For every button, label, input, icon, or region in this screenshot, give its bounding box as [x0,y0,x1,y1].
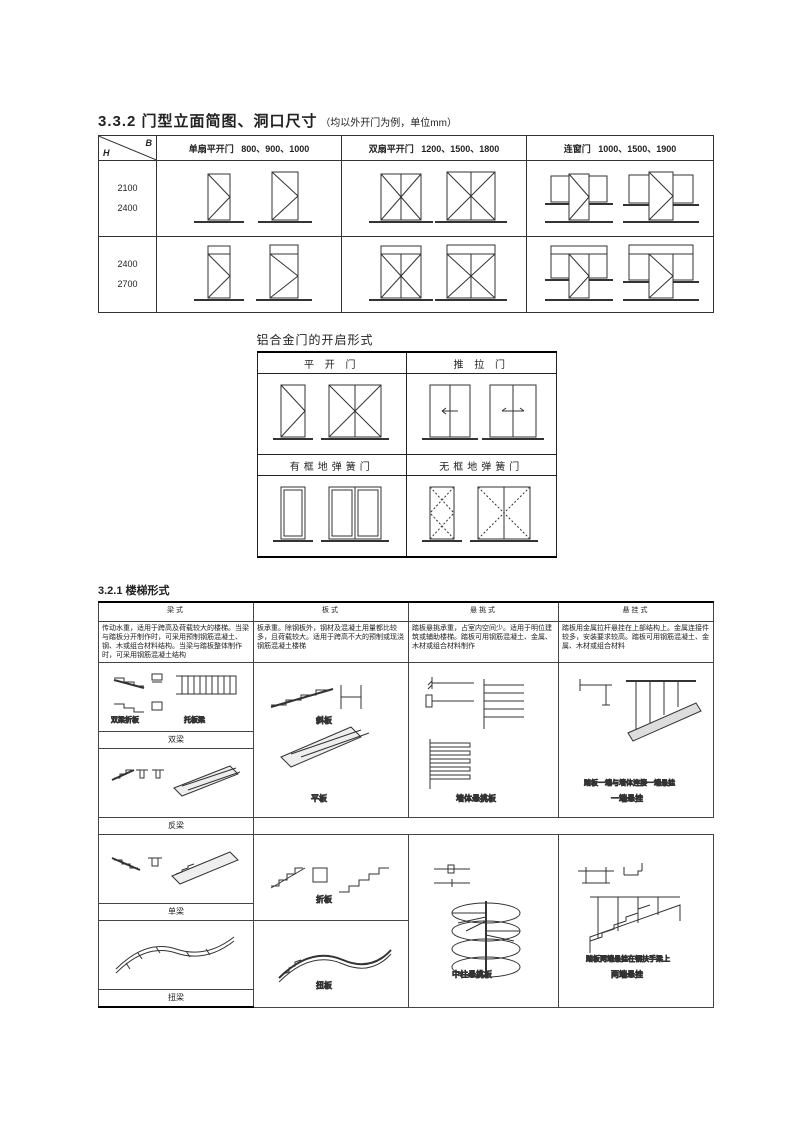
door-type-table: B H 单扇平开门 800、900、1000 双扇平开门 1200、1500、1… [98,135,714,313]
stair-img-hang-1: 踏板一端与墙体连接一端悬挂 一端悬挂 [559,663,714,818]
svg-text:托板梁: 托板梁 [184,715,205,724]
aluminium-table: 平 开 门 推 拉 门 [257,351,557,558]
stair-head-1: 梁式 [99,602,254,622]
alu-label-3: 有框地弹簧门 [257,455,407,476]
cell-r2-c3 [527,237,714,313]
page: 3.3.2 门型立面简图、洞口尺寸 （均以外开门为例，单位mm） B H 单扇平… [0,0,800,1132]
alu-title: 铝合金门的开启形式 [257,331,557,348]
top-note: （均以外开门为例，单位mm） [320,118,457,129]
alu-label-4: 无框地弹簧门 [407,455,557,476]
corner-b: B [146,138,153,148]
stair-head-2: 板式 [254,602,409,622]
stair-img-beam-3 [99,835,254,904]
stair-img-beam-2 [99,749,254,818]
corner-h: H [103,148,110,158]
row-heights-1: 2100 2400 [99,161,157,237]
svg-text:两端悬挂: 两端悬挂 [611,969,643,979]
col-head-3: 连窗门 1000、1500、1900 [527,136,714,161]
cell-r2-c2 [342,237,527,313]
svg-text:踏板一端与墙体连接一端悬挂: 踏板一端与墙体连接一端悬挂 [584,778,675,787]
stair-table: 梁式 板式 悬挑式 悬挂式 传动水重，适用于跨高及荷载较大的楼梯。当梁与踏板分开… [98,601,714,1008]
stair-img-slab-1: 斜板 平板 [254,663,409,818]
stair-lbl-3a: 单梁 [99,904,254,921]
stair-lbl-1a: 双梁 [99,732,254,749]
alu-door-frame-spring [257,476,407,558]
stair-desc-1: 传动水重，适用于跨高及荷载较大的楼梯。当梁与踏板分开制作时，可采用预制钢筋混凝土… [99,622,254,663]
svg-text:双梁折板: 双梁折板 [111,715,139,724]
stair-desc-3: 踏板悬挑承重，占室内空间少。适用于明位建筑或辅助楼梯。踏板可用钢筋混凝土、金属、… [409,622,559,663]
stair-img-slab-2: 折板 [254,835,409,921]
col-head-1: 单扇平开门 800、900、1000 [157,136,342,161]
aluminium-section: 铝合金门的开启形式 平 开 门 推 拉 门 [257,331,557,558]
svg-text:墙体悬挑板: 墙体悬挑板 [456,793,496,803]
svg-text:扭板: 扭板 [316,980,332,990]
alu-door-frameless-spring [407,476,557,558]
stair-img-cant-2: 中柱悬挑板 [409,835,559,1008]
cell-r1-c2 [342,161,527,237]
alu-label-2: 推 拉 门 [407,352,557,374]
stair-lbl-4a: 扭梁 [99,990,254,1008]
stair-lbl-2a: 反梁 [99,818,254,835]
stair-img-slab-3: 扭板 [254,921,409,1008]
alu-door-slide [407,374,557,455]
corner-cell: B H [99,136,157,161]
cell-r1-c1 [157,161,342,237]
svg-text:平板: 平板 [311,793,327,803]
cell-r2-c1 [157,237,342,313]
cell-r1-c3 [527,161,714,237]
alu-label-1: 平 开 门 [257,352,407,374]
stair-desc-4: 踏板用金属拉杆悬挂在上部结构上。金属连接件较多，安装要求较高。踏板可用钢筋混凝土… [559,622,714,663]
stair-img-hang-2: 踏板两端悬挂在钢扶手梁上 两端悬挂 [559,835,714,1008]
top-title: 3.3.2 门型立面简图、洞口尺寸 [98,113,318,130]
stair-img-cant-1: 墙体悬挑板 [409,663,559,818]
stair-img-beam-1: 双梁折板 托板梁 [99,663,254,732]
svg-text:中柱悬挑板: 中柱悬挑板 [452,969,492,979]
stair-head-3: 悬挑式 [409,602,559,622]
svg-text:一端悬挂: 一端悬挂 [611,793,643,803]
svg-text:斜板: 斜板 [316,715,332,725]
svg-text:折板: 折板 [316,894,332,904]
svg-text:踏板两端悬挂在钢扶手梁上: 踏板两端悬挂在钢扶手梁上 [586,954,670,963]
stair-img-beam-4 [99,921,254,990]
stair-desc-2: 板承重。除钢板外，钢材及混凝土用量都比较多，且荷载较大。适用于跨高不大的预制或现… [254,622,409,663]
stair-title: 3.2.1 楼梯形式 [98,582,715,598]
stair-head-4: 悬挂式 [559,602,714,622]
col-head-2: 双扇平开门 1200、1500、1800 [342,136,527,161]
section-heading: 3.3.2 门型立面简图、洞口尺寸 （均以外开门为例，单位mm） [98,110,715,131]
alu-door-swing [257,374,407,455]
row-heights-2: 2400 2700 [99,237,157,313]
